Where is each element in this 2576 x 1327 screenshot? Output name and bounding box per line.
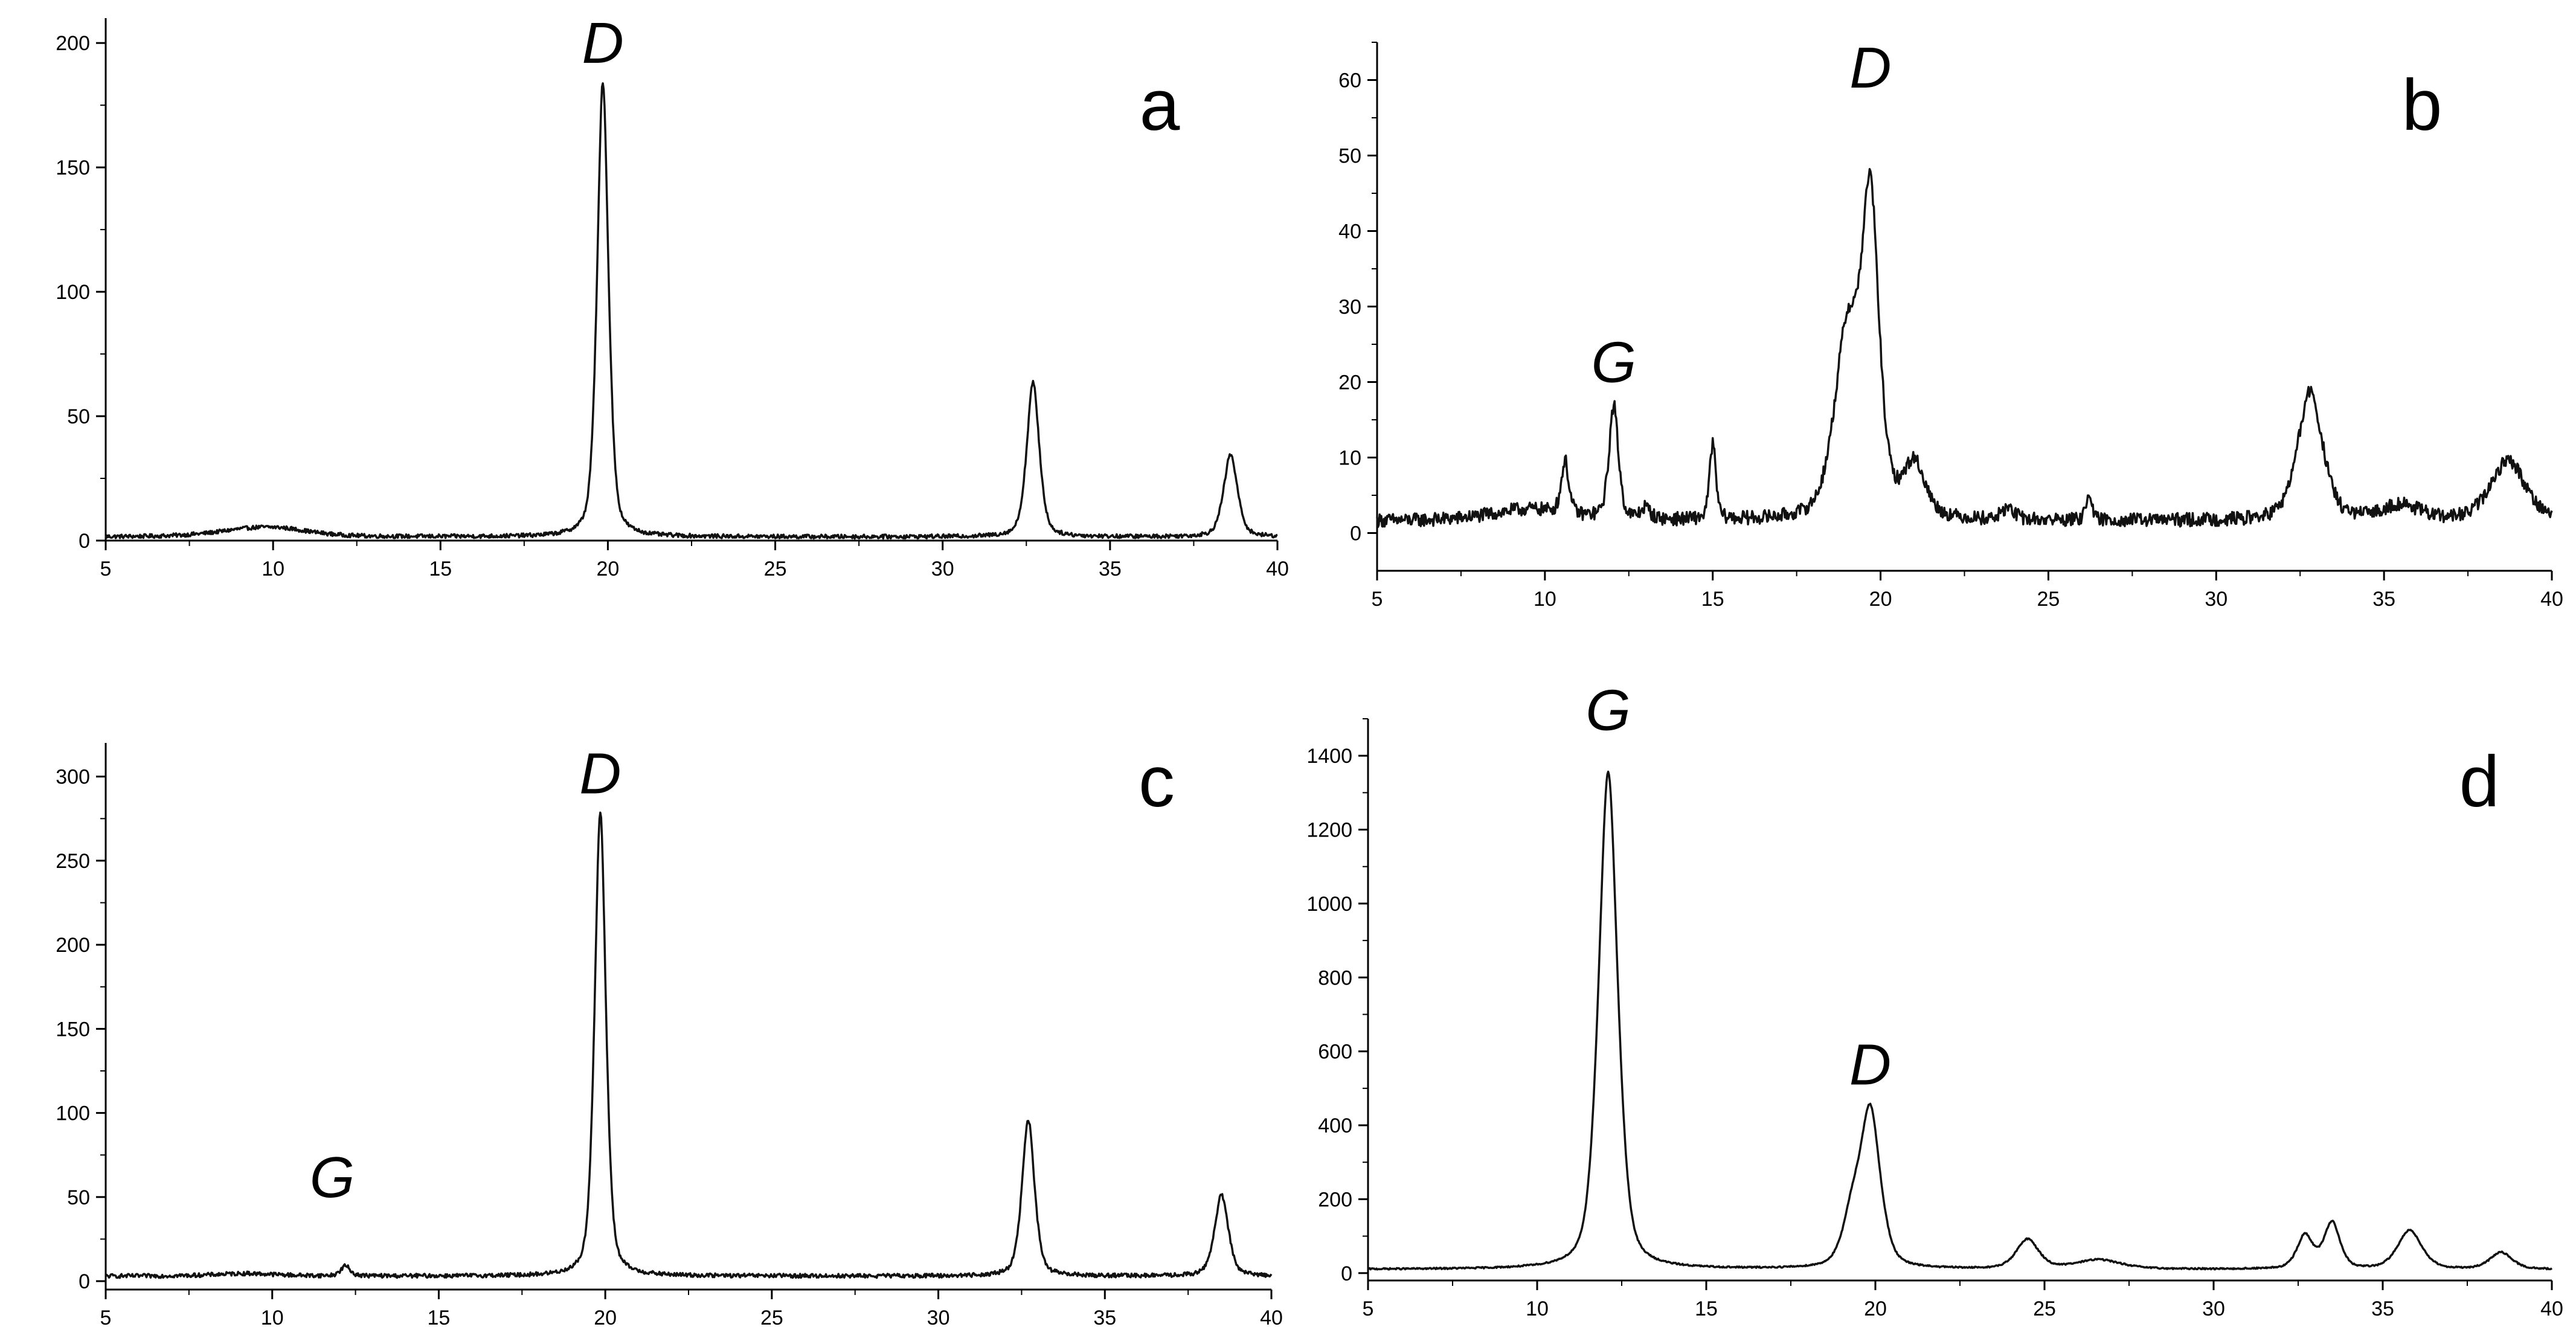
y-tick-label: 0 bbox=[1341, 1262, 1352, 1285]
panel-b: 5 10 15 20 25 30 35 40 0 10 20 30 40 50 60 G D b bbox=[1338, 36, 2563, 611]
x-tick-label: 25 bbox=[764, 557, 787, 580]
x-tick-label: 20 bbox=[1864, 1297, 1887, 1320]
x-tick-label: 40 bbox=[1260, 1306, 1283, 1327]
x-tick-label: 40 bbox=[2540, 588, 2563, 611]
y-tick-label: 150 bbox=[56, 156, 90, 179]
panel-d: 5 10 15 20 25 30 35 400200400600800100012001400… bbox=[1306, 678, 2563, 1320]
panel-letter: c bbox=[1139, 741, 1175, 822]
diffraction-series-line bbox=[1367, 770, 2553, 1271]
peak-annotation-G: G bbox=[310, 1145, 355, 1210]
peak-annotation-D: D bbox=[1849, 1033, 1891, 1097]
y-tick-label: 1400 bbox=[1306, 745, 1352, 768]
x-tick-label: 35 bbox=[1093, 1306, 1116, 1327]
panel-letter: a bbox=[1140, 65, 1180, 146]
x-tick-label: 15 bbox=[1695, 1297, 1718, 1320]
y-tick-label: 200 bbox=[56, 934, 90, 957]
x-tick-label: 15 bbox=[429, 557, 452, 580]
x-tick-label: 25 bbox=[2033, 1297, 2056, 1320]
y-tick-label: 200 bbox=[56, 32, 90, 55]
panel-letter: b bbox=[2402, 65, 2443, 146]
x-tick-label: 35 bbox=[1099, 557, 1122, 580]
x-tick-label: 20 bbox=[597, 557, 620, 580]
x-tick-label: 35 bbox=[2371, 1297, 2394, 1320]
y-tick-label: 20 bbox=[1338, 371, 1361, 394]
y-tick-label: 100 bbox=[56, 281, 90, 304]
y-tick-label: 300 bbox=[56, 766, 90, 789]
y-tick-label: 100 bbox=[56, 1102, 90, 1125]
x-tick-label: 10 bbox=[1526, 1297, 1549, 1320]
x-tick-label: 40 bbox=[1266, 557, 1289, 580]
diffraction-series-line bbox=[105, 811, 1273, 1279]
x-tick-label: 30 bbox=[927, 1306, 950, 1327]
diffraction-series-line bbox=[1376, 168, 2553, 529]
x-tick-label: 20 bbox=[594, 1306, 617, 1327]
y-tick-label: 30 bbox=[1338, 296, 1361, 319]
panel-letter: d bbox=[2459, 741, 2500, 822]
x-tick-label: 35 bbox=[2372, 588, 2395, 611]
y-tick-label: 0 bbox=[79, 530, 90, 553]
y-tick-label: 600 bbox=[1318, 1041, 1352, 1064]
x-tick-label: 10 bbox=[1534, 588, 1556, 611]
x-tick-label: 5 bbox=[100, 557, 112, 580]
x-tick-label: 15 bbox=[1701, 588, 1724, 611]
peak-annotation-G: G bbox=[1591, 330, 1636, 395]
y-tick-label: 60 bbox=[1338, 69, 1361, 92]
peak-annotation-D: D bbox=[579, 742, 621, 806]
x-tick-label: 5 bbox=[1372, 588, 1383, 611]
y-tick-label: 50 bbox=[67, 1186, 90, 1209]
x-tick-label: 5 bbox=[1363, 1297, 1374, 1320]
x-tick-label: 30 bbox=[931, 557, 954, 580]
x-tick-label: 30 bbox=[2202, 1297, 2225, 1320]
y-tick-label: 10 bbox=[1338, 447, 1361, 470]
y-tick-label: 1000 bbox=[1306, 893, 1352, 916]
x-tick-label: 10 bbox=[261, 1306, 284, 1327]
y-tick-label: 800 bbox=[1318, 966, 1352, 989]
peak-annotation-D: D bbox=[1849, 36, 1891, 100]
x-tick-label: 40 bbox=[2540, 1297, 2563, 1320]
y-tick-label: 50 bbox=[67, 405, 90, 428]
x-tick-label: 10 bbox=[262, 557, 284, 580]
x-tick-label: 25 bbox=[760, 1306, 783, 1327]
peak-annotation-D: D bbox=[582, 11, 623, 76]
y-tick-label: 400 bbox=[1318, 1114, 1352, 1137]
x-tick-label: 15 bbox=[428, 1306, 451, 1327]
y-tick-label: 250 bbox=[56, 850, 90, 873]
diffraction-series-line bbox=[104, 82, 1278, 540]
panel-a: 5 10 15 20 25 30 35 40 0 50 100 150 200 Da bbox=[56, 11, 1289, 580]
x-tick-label: 30 bbox=[2205, 588, 2228, 611]
y-tick-label: 150 bbox=[56, 1018, 90, 1041]
y-tick-label: 1200 bbox=[1306, 819, 1352, 842]
panel-c: 5 10 15 20 25 30 35 40 0 50 100 150 200 250 300 G D c bbox=[56, 741, 1283, 1327]
y-tick-label: 200 bbox=[1318, 1188, 1352, 1211]
x-tick-label: 25 bbox=[2037, 588, 2060, 611]
x-tick-label: 5 bbox=[100, 1306, 112, 1327]
y-tick-label: 40 bbox=[1338, 220, 1361, 243]
y-tick-label: 0 bbox=[79, 1270, 90, 1293]
x-tick-label: 20 bbox=[1869, 588, 1892, 611]
y-tick-label: 50 bbox=[1338, 145, 1361, 168]
peak-annotation-G: G bbox=[1585, 678, 1631, 742]
y-tick-label: 0 bbox=[1350, 522, 1361, 545]
